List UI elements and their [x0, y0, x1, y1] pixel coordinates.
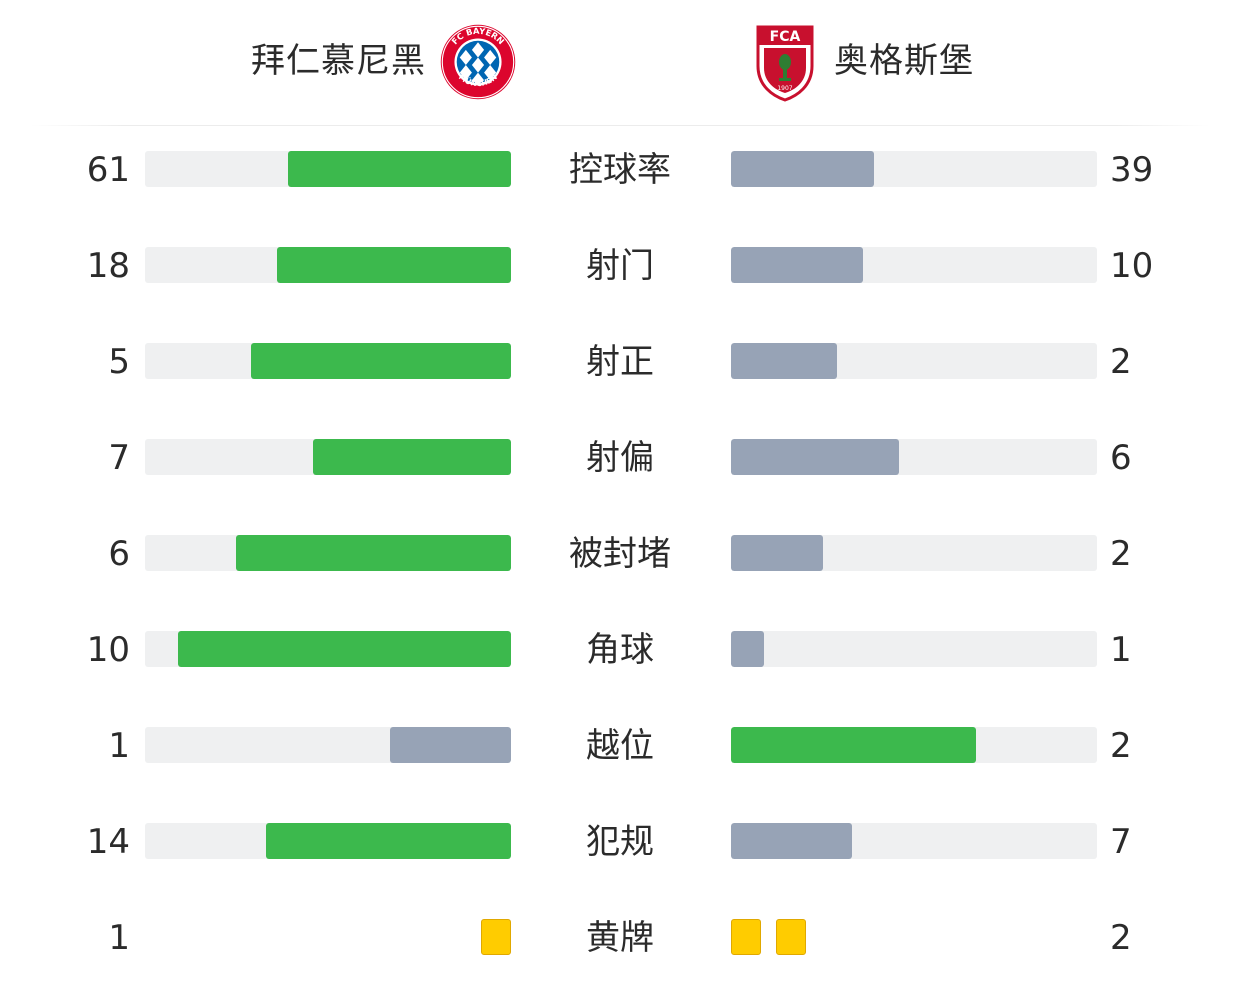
away-stat-track — [731, 343, 1097, 379]
home-stat-bar — [236, 535, 511, 571]
away-stat-value: 2 — [1110, 726, 1132, 766]
home-team-name[interactable]: 拜仁慕尼黑 — [251, 41, 426, 81]
stat-row: 5 射正 2 — [0, 342, 1240, 382]
away-yellow-count: 2 — [1110, 918, 1132, 958]
yellow-card-icon — [481, 919, 511, 955]
home-yellow-count: 1 — [108, 918, 130, 958]
stat-label: 射偏 — [586, 438, 654, 478]
away-stat-bar — [731, 247, 863, 283]
stat-label: 控球率 — [569, 150, 671, 190]
home-stat-track — [145, 631, 511, 667]
home-stat-value: 61 — [86, 150, 130, 190]
away-stat-bar — [731, 439, 899, 475]
stat-label: 被封堵 — [569, 534, 671, 574]
away-stat-bar — [731, 727, 976, 763]
home-stat-track — [145, 343, 511, 379]
yellow-card-icon — [731, 919, 761, 955]
stat-label: 射正 — [586, 342, 654, 382]
stat-label: 越位 — [586, 726, 654, 766]
home-stat-bar — [178, 631, 511, 667]
away-team-name[interactable]: 奥格斯堡 — [834, 41, 974, 81]
away-stat-value: 2 — [1110, 342, 1132, 382]
away-stat-bar — [731, 151, 874, 187]
home-stat-track — [145, 439, 511, 475]
away-stat-value: 39 — [1110, 150, 1154, 190]
away-stat-value: 1 — [1110, 630, 1132, 670]
header-divider — [30, 125, 1210, 126]
away-stat-value: 6 — [1110, 438, 1132, 478]
match-header: 拜仁慕尼黑 FC BAYERN MÜNCHEN FCA 190 — [0, 0, 1240, 125]
away-stat-track — [731, 727, 1097, 763]
home-stat-value: 1 — [108, 726, 130, 766]
away-stat-track — [731, 151, 1097, 187]
yellow-card-icon — [776, 919, 806, 955]
away-stat-bar — [731, 343, 837, 379]
away-stat-track — [731, 631, 1097, 667]
home-stat-bar — [277, 247, 511, 283]
stat-row: 10 角球 1 — [0, 630, 1240, 670]
away-stat-value: 2 — [1110, 534, 1132, 574]
stat-row: 18 射门 10 — [0, 246, 1240, 286]
away-stat-bar — [731, 823, 852, 859]
away-stat-track — [731, 535, 1097, 571]
away-stat-bar — [731, 535, 823, 571]
home-stat-bar — [288, 151, 511, 187]
stat-row: 14 犯规 7 — [0, 822, 1240, 862]
home-stat-value: 7 — [108, 438, 130, 478]
home-stat-bar — [313, 439, 511, 475]
home-stat-value: 10 — [86, 630, 130, 670]
home-stat-value: 6 — [108, 534, 130, 574]
home-stat-track — [145, 151, 511, 187]
home-stat-track — [145, 247, 511, 283]
stat-row: 1 越位 2 — [0, 726, 1240, 766]
away-stat-track — [731, 247, 1097, 283]
stat-label: 犯规 — [586, 822, 654, 862]
svg-text:MÜNCHEN: MÜNCHEN — [457, 72, 499, 88]
home-stat-bar — [390, 727, 511, 763]
home-stat-track — [145, 823, 511, 859]
stat-label: 射门 — [586, 246, 654, 286]
home-stat-value: 5 — [108, 342, 130, 382]
home-stat-track — [145, 535, 511, 571]
away-stat-bar — [731, 631, 764, 667]
home-stat-bar — [266, 823, 511, 859]
home-stat-value: 14 — [86, 822, 130, 862]
stat-row: 7 射偏 6 — [0, 438, 1240, 478]
home-stat-value: 18 — [86, 246, 130, 286]
svg-text:FCA: FCA — [770, 29, 801, 45]
stat-row: 61 控球率 39 — [0, 150, 1240, 190]
away-stat-value: 10 — [1110, 246, 1154, 286]
away-stat-value: 7 — [1110, 822, 1132, 862]
augsburg-logo-icon[interactable]: FCA 1907 — [755, 24, 815, 102]
home-stat-bar — [251, 343, 511, 379]
away-yellow-cards — [731, 918, 821, 958]
stat-label: 角球 — [586, 630, 654, 670]
svg-text:1907: 1907 — [777, 85, 792, 92]
stat-label: 黄牌 — [586, 918, 654, 958]
stat-row: 6 被封堵 2 — [0, 534, 1240, 574]
away-stat-track — [731, 823, 1097, 859]
bayern-logo-icon[interactable]: FC BAYERN MÜNCHEN — [440, 24, 516, 100]
yellow-card-row: 1 黄牌 2 — [0, 918, 1240, 958]
home-yellow-cards — [481, 918, 511, 958]
home-stat-track — [145, 727, 511, 763]
away-stat-track — [731, 439, 1097, 475]
